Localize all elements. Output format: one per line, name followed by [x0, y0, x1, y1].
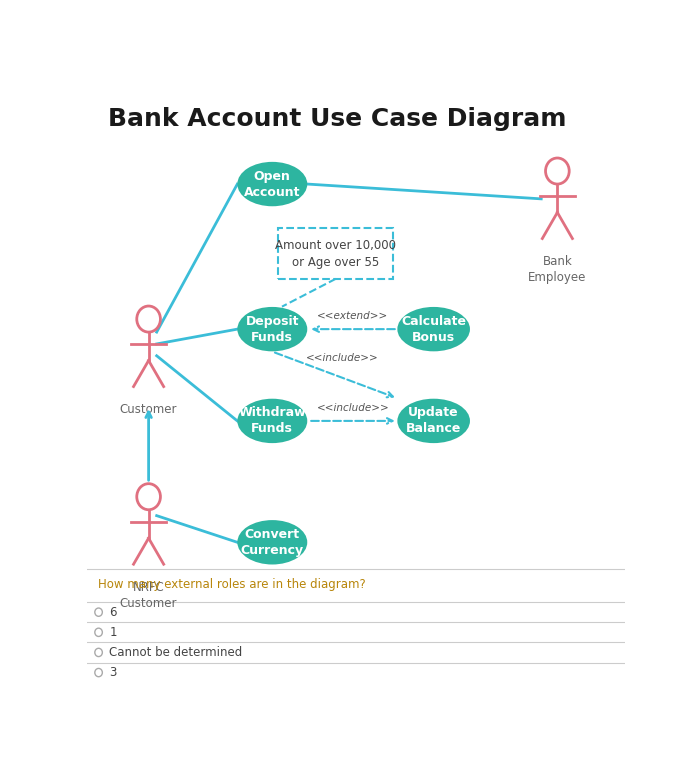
Text: 3: 3 [110, 666, 117, 679]
Text: Cannot be determined: Cannot be determined [110, 646, 243, 659]
Text: <<include>>: <<include>> [316, 403, 389, 413]
Text: How many external roles are in the diagram?: How many external roles are in the diagr… [97, 578, 365, 591]
Ellipse shape [237, 520, 307, 564]
Text: <<extend>>: <<extend>> [317, 311, 389, 321]
Text: Withdraw
Funds: Withdraw Funds [239, 406, 306, 435]
Text: NRFC
Customer: NRFC Customer [120, 581, 178, 610]
Text: Bank Account Use Case Diagram: Bank Account Use Case Diagram [108, 107, 567, 131]
Text: Deposit
Funds: Deposit Funds [246, 315, 299, 344]
Text: <<include>>: <<include>> [306, 354, 379, 364]
FancyBboxPatch shape [278, 228, 393, 279]
Text: Update
Balance: Update Balance [406, 406, 462, 435]
Text: 6: 6 [110, 606, 117, 619]
Ellipse shape [398, 307, 470, 351]
Text: Bank
Employee: Bank Employee [528, 255, 586, 284]
Ellipse shape [398, 398, 470, 443]
Text: Calculate
Bonus: Calculate Bonus [401, 315, 466, 344]
Text: Convert
Currency: Convert Currency [241, 528, 304, 557]
Text: Amount over 10,000
or Age over 55: Amount over 10,000 or Age over 55 [275, 238, 396, 268]
Ellipse shape [237, 161, 307, 206]
Text: Open
Account: Open Account [244, 169, 301, 198]
Ellipse shape [237, 307, 307, 351]
Text: 1: 1 [110, 626, 117, 639]
Ellipse shape [237, 398, 307, 443]
Text: Customer: Customer [120, 403, 178, 416]
